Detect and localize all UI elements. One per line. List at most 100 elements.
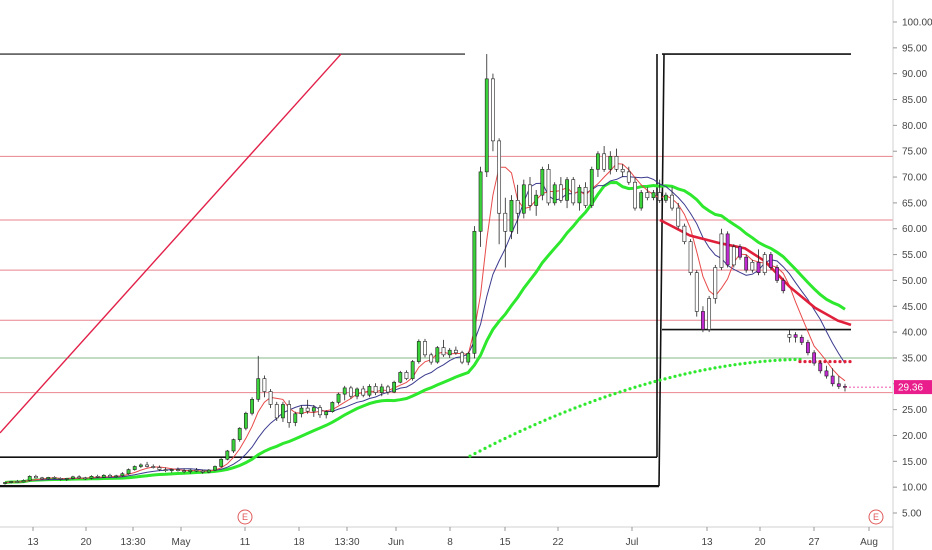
candle-body (163, 469, 168, 471)
candle-body (521, 184, 526, 214)
ma-red-line (4, 163, 846, 483)
candle-body (768, 254, 773, 268)
candle-body (663, 194, 668, 201)
candle-body (3, 482, 7, 484)
candle-body (27, 476, 32, 481)
candle-body (330, 402, 335, 412)
dotted-ma-red (808, 359, 812, 364)
candle-body (453, 349, 458, 354)
price-tick-label: 95.00 (902, 43, 927, 54)
dotted-ma-green (708, 367, 712, 371)
candle-body (546, 169, 551, 204)
dotted-ma-green (548, 416, 552, 420)
candle-body (71, 476, 75, 479)
candle-body (58, 478, 63, 480)
time-tick-label: 18 (293, 537, 305, 548)
candle-body (429, 354, 434, 363)
candle-body (806, 342, 810, 354)
candle-body (614, 156, 619, 170)
price-tick-label: 65.00 (902, 198, 927, 209)
dotted-ma-green (623, 388, 627, 392)
candle-body (682, 225, 687, 242)
candle-body (799, 336, 804, 343)
dotted-ma-green (618, 390, 622, 394)
time-tick-label: 15 (499, 537, 511, 548)
dotted-ma-green (588, 400, 592, 404)
candle-body (416, 341, 421, 362)
time-tick-label: 27 (808, 537, 820, 548)
dotted-ma-green (483, 446, 487, 450)
ma-blue-line (4, 175, 846, 483)
candle-body (206, 469, 211, 473)
candle-body (46, 477, 51, 480)
candle-body (101, 474, 106, 478)
dotted-ma-green (638, 384, 642, 388)
candle-body (145, 464, 149, 467)
candle-body (336, 393, 341, 403)
candle-body (491, 78, 495, 142)
candle-body (95, 476, 100, 478)
time-tick-label: 11 (240, 537, 251, 548)
candle-body (460, 352, 464, 363)
dotted-ma-green (693, 370, 697, 374)
candle-body (33, 476, 38, 479)
candle-body (355, 388, 359, 397)
dotted-ma-green (468, 454, 472, 458)
candle-body (639, 192, 644, 209)
candle-body (676, 207, 681, 227)
price-tick-label: 20.00 (902, 431, 927, 442)
candle-body (781, 280, 786, 292)
candle-body (503, 212, 508, 232)
candle-body (77, 476, 82, 479)
price-axis[interactable]: 100.00 95.00 90.00 85.00 80.00 75.00 70.00 65.0… (892, 0, 932, 550)
candle-body (219, 458, 224, 467)
time-axis[interactable]: 13 20 13:30 May 11 18 13:30 Jun 8 15 22 Jul 13 20 27 Au… (0, 526, 893, 548)
candle-body (311, 407, 316, 412)
candle-body (750, 262, 755, 271)
candle-body (583, 187, 588, 206)
dotted-ma-green (758, 360, 762, 364)
candle-body (756, 262, 761, 273)
candle-body (836, 383, 841, 387)
price-tick-label: 100.00 (902, 18, 932, 29)
dotted-ma-green (768, 359, 772, 363)
candle-body (9, 481, 14, 483)
candle-body (731, 246, 736, 266)
price-tick-label: 55.00 (902, 250, 927, 261)
dotted-ma-green (713, 366, 717, 370)
candle-body (540, 169, 545, 196)
time-tick-label: 13:30 (334, 537, 359, 548)
candle-body (305, 407, 310, 412)
candle-body (324, 411, 329, 416)
dotted-ma-green (668, 375, 672, 380)
dotted-ma-green (478, 449, 482, 453)
candle-body (565, 179, 569, 201)
price-tick-label: 50.00 (902, 276, 927, 287)
dotted-ma-green (558, 412, 562, 416)
candle-body (398, 372, 403, 383)
candle-body (182, 470, 187, 472)
candle-body (89, 476, 94, 479)
price-tick-label: 60.00 (902, 224, 927, 235)
candle-body (577, 187, 582, 204)
dotted-ma-green (503, 436, 507, 441)
dotted-ma-red (843, 359, 847, 364)
candle-body (744, 256, 749, 271)
dotted-ma-green (608, 393, 612, 397)
candle-body (657, 192, 662, 201)
dotted-ma-green (628, 387, 632, 391)
candle-body (534, 194, 539, 206)
dotted-ma-red (828, 359, 832, 364)
candle-body (373, 386, 378, 393)
last-price-label: 29.36 (898, 383, 923, 394)
dotted-ma-green (528, 425, 532, 429)
candle-body (274, 404, 279, 419)
dotted-ma-green (723, 364, 727, 368)
candle-body (466, 352, 471, 363)
candle-body (552, 184, 557, 204)
candle-body (237, 427, 242, 440)
dotted-ma-green (518, 429, 522, 434)
candle-body (818, 362, 823, 372)
